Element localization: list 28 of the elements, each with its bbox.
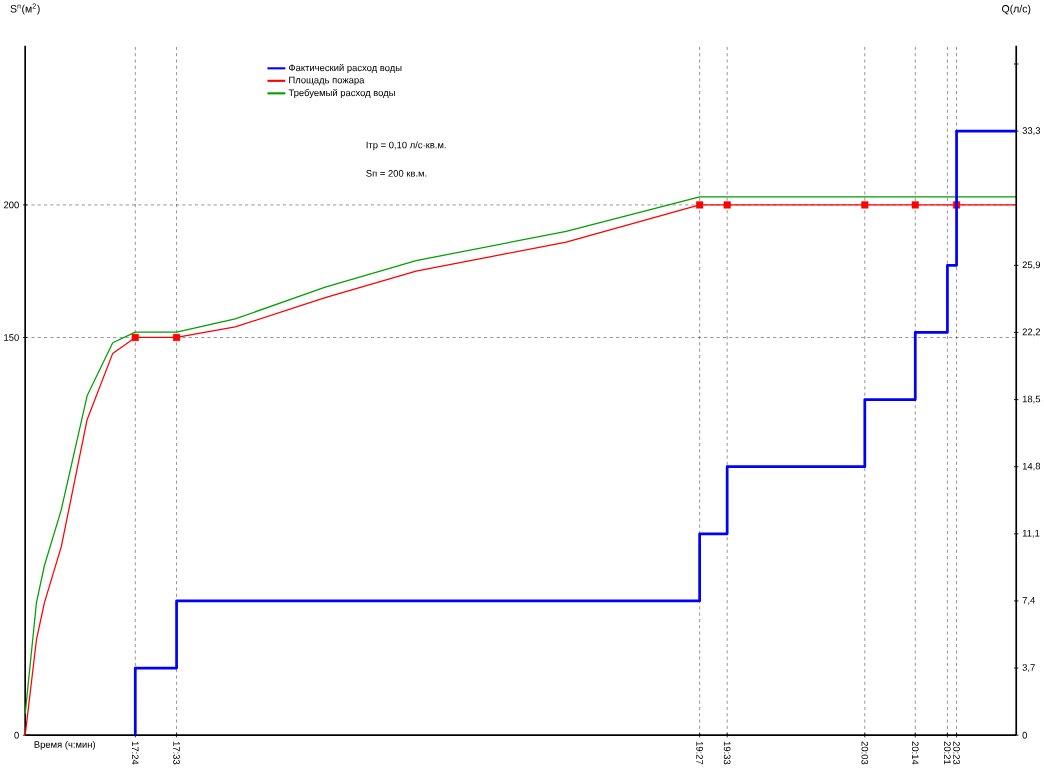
y2-axis-title: Q(л/с) [1002,4,1031,15]
x-tick-label: 19:33 [723,741,731,765]
y-tick-label: 200 [3,201,19,209]
y2-tick-label: 3,7 [1022,664,1035,672]
y2-tick-label: 0 [1022,731,1028,739]
y-tick-label: 150 [4,334,19,341]
x-tick-label: 20:23 [953,741,960,765]
y2-tick-label: 25,9 [1022,261,1041,270]
y2-tick-label: 33,3 [1022,127,1041,135]
annotation: Iтр = 0,10 л/с·кв.м. [366,141,446,151]
y-axis-title: S$^{п}$(м$^{2}$) [10,3,40,15]
y2-tick-label: 14,8 [1022,462,1041,471]
annotation: Sп = 200 кв.м. [366,169,427,177]
legend-label: Требуемый расход воды [288,88,395,98]
x-tick-label: 17:24 [131,741,139,765]
x-tick-label: 19:27 [696,741,703,765]
y2-tick-label: 18,5 [1022,395,1041,404]
x-tick-label: 20:14 [911,741,919,765]
y2-tick-label: 11,1 [1022,529,1040,538]
x-tick-label: 20:03 [861,741,869,765]
x-axis-title: Время (ч:мин) [34,740,96,750]
y2-tick-label: 22,2 [1022,328,1041,337]
x-tick-label: 17:33 [173,741,180,765]
legend-label: Фактический расход воды [289,63,402,73]
x-tick-label: 20:21 [944,741,951,765]
y2-tick-label: 7,4 [1022,597,1035,605]
legend-label: Площадь пожара [289,76,365,86]
y-tick-label: 0 [14,731,19,739]
